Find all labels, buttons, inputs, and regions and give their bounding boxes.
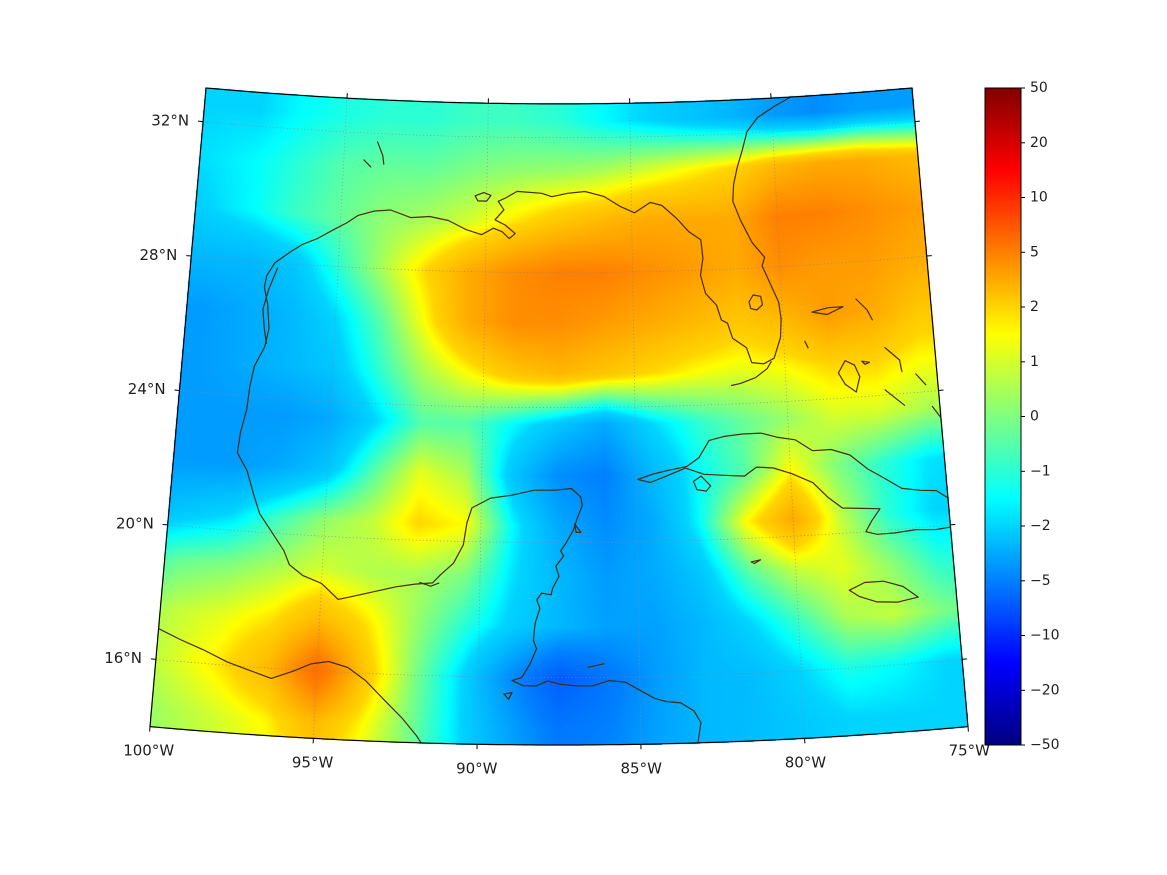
coastline-cozumel bbox=[574, 523, 582, 533]
graticule bbox=[155, 98, 963, 745]
coastline-grand_bahama bbox=[811, 306, 844, 316]
lon-tick-label: 100°W bbox=[123, 742, 174, 760]
graticule-parallel bbox=[179, 390, 939, 408]
lat-tick-label: 16°N bbox=[104, 649, 142, 667]
lon-tick-label: 95°W bbox=[292, 753, 334, 771]
graticule-parallel bbox=[191, 255, 927, 273]
coastline-grand_cayman bbox=[750, 559, 762, 565]
coastline-laguna_terminos bbox=[419, 581, 440, 587]
coastlines bbox=[150, 89, 968, 745]
lat-tick-label: 24°N bbox=[128, 380, 166, 398]
coastline-cat_island bbox=[915, 373, 927, 386]
coastline-pacific_coast bbox=[150, 588, 426, 745]
lat-tick-left bbox=[174, 389, 180, 391]
coastline-exuma bbox=[884, 389, 906, 406]
lat-tick-label: 20°N bbox=[116, 515, 154, 533]
coastline-mainland bbox=[236, 89, 800, 745]
coastline-lake_pontchartrain bbox=[474, 192, 492, 202]
graticule-meridian bbox=[476, 103, 489, 745]
graticule-meridian bbox=[313, 98, 348, 739]
lon-tick-label: 85°W bbox=[620, 759, 662, 777]
colorbar-tick-label: −50 bbox=[1030, 737, 1060, 753]
coastline-new_providence bbox=[861, 360, 870, 365]
coastline-roatan bbox=[587, 663, 605, 668]
lon-tick-label: 80°W bbox=[785, 753, 827, 771]
colorbar-tick-label: 0 bbox=[1030, 409, 1039, 425]
lat-tick-left bbox=[198, 120, 204, 123]
coastline-sam_rayburn bbox=[363, 159, 372, 168]
colorbar-tick-label: −1 bbox=[1030, 463, 1051, 479]
coastline-lake_okeechobee bbox=[748, 294, 764, 311]
colorbar-tick-label: 20 bbox=[1030, 135, 1048, 151]
map-frame bbox=[149, 87, 969, 746]
graticule-parallel bbox=[167, 524, 951, 543]
coastline-jamaica bbox=[848, 580, 919, 603]
colorbar-gradient bbox=[985, 88, 1021, 745]
colorbar-tick-label: −5 bbox=[1030, 573, 1051, 589]
lat-tick-right bbox=[938, 389, 944, 391]
graticule-meridian bbox=[629, 103, 642, 745]
colorbar-tick-label: 50 bbox=[1030, 80, 1048, 96]
coastline-long_island bbox=[931, 405, 945, 423]
coastline-bimini bbox=[804, 340, 809, 349]
colorbar-tick-label: 5 bbox=[1030, 244, 1039, 260]
coastline-abaco bbox=[855, 298, 873, 321]
lat-tick-label: 32°N bbox=[151, 111, 189, 129]
coastline-lake_izabal bbox=[503, 691, 513, 700]
colorbar-tick-label: −2 bbox=[1030, 518, 1051, 534]
graticule-meridian bbox=[770, 98, 805, 739]
graticule-parallel bbox=[203, 121, 915, 138]
colorbar-tick-label: −20 bbox=[1030, 682, 1060, 698]
colorbar-tick-label: 1 bbox=[1030, 354, 1039, 370]
heatmap-canvas bbox=[150, 88, 968, 745]
coastline-florida_keys bbox=[730, 361, 772, 387]
lat-tick-left bbox=[150, 658, 156, 660]
lon-tick-label: 75°W bbox=[949, 742, 991, 760]
colorbar-tick-label: 2 bbox=[1030, 299, 1039, 315]
colorbar-tick-label: 10 bbox=[1030, 190, 1048, 206]
coastline-padre_island bbox=[262, 267, 279, 344]
coastline-isla_juventud bbox=[692, 475, 712, 492]
graticule-parallel bbox=[155, 659, 963, 678]
lon-tick-label: 90°W bbox=[456, 759, 498, 777]
coastline-andros bbox=[837, 360, 861, 393]
lat-tick-right bbox=[962, 658, 968, 660]
lat-tick-label: 28°N bbox=[139, 246, 177, 264]
coastline-cuba bbox=[637, 432, 968, 535]
colorbar-tick-label: −10 bbox=[1030, 628, 1060, 644]
lat-tick-right bbox=[914, 120, 920, 123]
coastline-toledo_bend bbox=[377, 141, 385, 165]
coastline-eleuthera bbox=[884, 347, 903, 373]
